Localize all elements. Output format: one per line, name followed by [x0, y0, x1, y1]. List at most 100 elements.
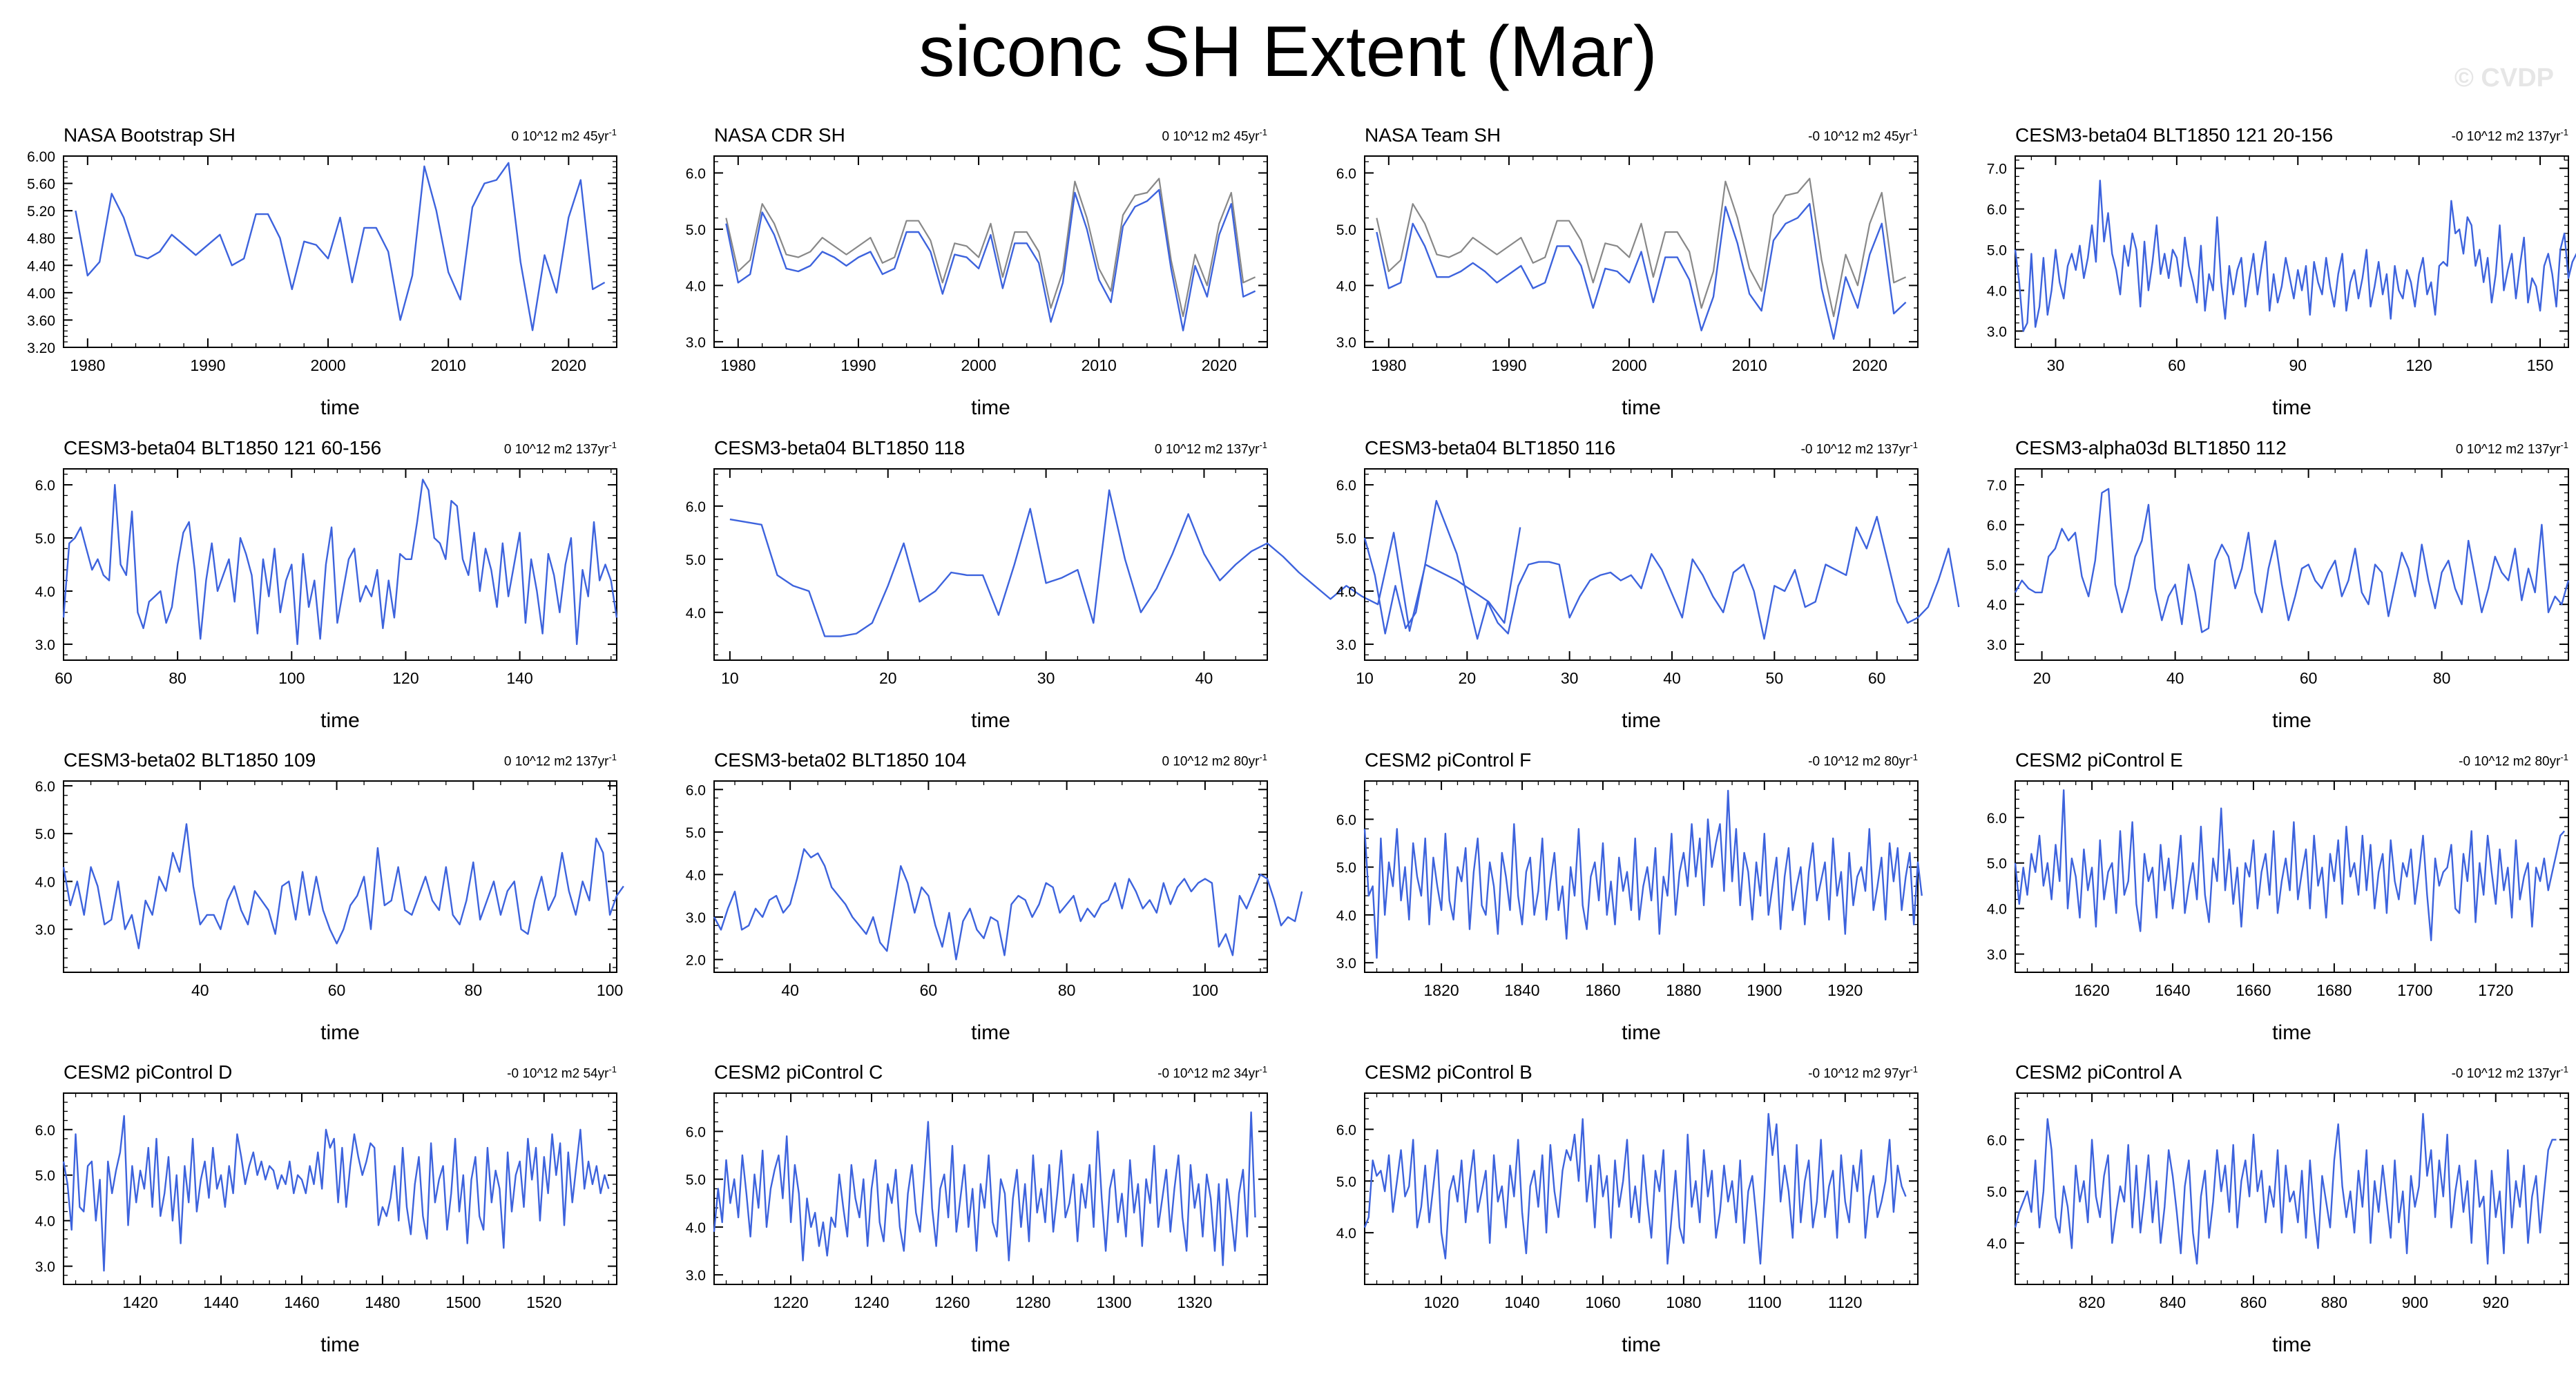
x-tick-label: 40: [191, 981, 209, 999]
y-tick-label: 5.0: [35, 827, 55, 842]
x-tick-label: 2020: [1852, 356, 1887, 374]
x-axis-label: time: [2272, 396, 2311, 419]
x-tick-label: 1320: [1177, 1293, 1212, 1311]
trend-exponent: -1: [608, 127, 617, 137]
line-chart: 20 40 60 80 3.0 4.0 5.0 6.0 7.0: [1987, 468, 2570, 687]
x-tick-label: 1990: [840, 356, 876, 374]
x-tick-label: 1420: [123, 1293, 158, 1311]
x-tick-label: 860: [2240, 1293, 2267, 1311]
plot-frame: [713, 780, 1268, 973]
y-tick-label: 4.00: [27, 286, 55, 302]
y-tick-label: 3.0: [35, 1260, 55, 1275]
plot-frame: [713, 468, 1268, 661]
plot-frame: [63, 468, 617, 661]
x-tick-label: 1980: [720, 356, 756, 374]
y-tick-label: 4.0: [35, 584, 55, 600]
y-tick-label: 4.0: [686, 278, 706, 294]
x-tick-label: 10: [721, 669, 739, 687]
x-tick-label: 1460: [284, 1293, 319, 1311]
watermark: © CVDP: [2454, 64, 2554, 93]
x-tick-label: 1820: [1424, 981, 1459, 999]
y-tick-label: 5.0: [686, 552, 706, 568]
trend-label: 0 10^12 m2 137yr-1: [1154, 440, 1267, 457]
x-tick-label: 1080: [1666, 1293, 1701, 1311]
plot-frame: [63, 155, 617, 348]
chart-panel: CESM2 piControl F -0 10^12 m2 80yr-1 1820 1…: [1301, 748, 1950, 1059]
y-tick-label: 5.0: [1987, 856, 2007, 872]
x-tick-label: 1100: [1747, 1293, 1781, 1311]
x-tick-label: 1880: [1666, 981, 1701, 999]
line-chart: 1980 1990 2000 2010 2020 3.20 3.60 4.00 4.40 4.80…: [27, 149, 617, 374]
x-tick-label: 150: [2527, 356, 2553, 374]
x-tick-label: 1040: [1504, 1293, 1539, 1311]
y-tick-label: 4.0: [1987, 597, 2007, 613]
line-chart: 60 80 100 120 140 3.0 4.0 5.0 6.0: [35, 468, 618, 687]
x-tick-label: 2000: [961, 356, 997, 374]
observation-series-line: [725, 177, 1256, 318]
x-axis-label: time: [2272, 1333, 2311, 1356]
x-tick-label: 1020: [1424, 1293, 1459, 1311]
x-tick-label: 60: [1868, 669, 1886, 687]
x-tick-label: 1260: [934, 1293, 970, 1311]
chart-panel: CESM3-beta04 BLT1850 121 20-156 -0 10^12 …: [1952, 123, 2576, 434]
y-tick-label: 6.0: [1987, 202, 2007, 218]
y-tick-label: 3.0: [1336, 956, 1356, 972]
x-tick-label: 1900: [1747, 981, 1782, 999]
y-tick-label: 6.0: [1336, 1122, 1356, 1138]
trend-label: -0 10^12 m2 137yr-1: [1800, 440, 1918, 457]
x-axis-label: time: [1622, 1333, 1661, 1356]
x-tick-label: 30: [1037, 669, 1055, 687]
trend-label: 0 10^12 m2 137yr-1: [2455, 440, 2568, 457]
x-tick-label: 1860: [1585, 981, 1620, 999]
x-tick-label: 920: [2483, 1293, 2509, 1311]
x-axis-label: time: [320, 709, 360, 732]
panel-title: CESM2 piControl F: [1365, 749, 1532, 771]
x-axis-label: time: [320, 396, 360, 419]
x-tick-label: 1640: [2155, 981, 2190, 999]
y-tick-label: 6.0: [35, 478, 55, 494]
y-tick-label: 5.0: [1336, 860, 1356, 876]
line-chart: 1980 1990 2000 2010 2020 3.0 4.0 5.0 6.0: [1336, 155, 1919, 374]
trend-label: 0 10^12 m2 80yr-1: [1162, 752, 1267, 769]
line-chart: 40 60 80 100 2.0 3.0 4.0 5.0 6.0: [686, 780, 1303, 999]
chart-panel: NASA Bootstrap SH 0 10^12 m2 45yr-1 1980 19…: [0, 123, 649, 434]
series-line: [725, 189, 1256, 331]
trend-label: -0 10^12 m2 80yr-1: [1808, 752, 1918, 769]
x-tick-label: 30: [2047, 356, 2065, 374]
panel-title: NASA CDR SH: [714, 124, 845, 146]
x-tick-label: 1220: [773, 1293, 809, 1311]
y-tick-label: 4.0: [686, 1220, 706, 1236]
y-tick-label: 5.0: [1336, 1174, 1356, 1190]
plot-frame: [713, 155, 1268, 348]
trend-label: -0 10^12 m2 137yr-1: [2451, 1064, 2568, 1081]
x-tick-label: 80: [1058, 981, 1076, 999]
y-tick-label: 6.0: [1987, 1132, 2007, 1148]
trend-exponent: -1: [2560, 127, 2568, 137]
panel-title: CESM3-beta04 BLT1850 118: [714, 437, 965, 459]
x-tick-label: 1500: [445, 1293, 481, 1311]
series-line: [1376, 202, 1907, 340]
x-tick-label: 20: [879, 669, 897, 687]
y-tick-label: 3.0: [35, 637, 55, 653]
trend-exponent: -1: [2560, 440, 2568, 450]
x-tick-label: 1700: [2397, 981, 2432, 999]
panel-title: CESM3-beta04 BLT1850 121 20-156: [2015, 124, 2334, 146]
panel-title: CESM3-beta02 BLT1850 109: [64, 749, 316, 771]
panel-title: CESM2 piControl B: [1365, 1061, 1532, 1083]
x-axis-label: time: [2272, 1021, 2311, 1044]
chart-panel: CESM3-beta02 BLT1850 104 0 10^12 m2 80yr-…: [651, 748, 1303, 1059]
x-axis-label: time: [1622, 396, 1661, 419]
series-line: [2014, 488, 2570, 633]
y-tick-label: 5.0: [686, 222, 706, 238]
plot-frame: [2015, 468, 2569, 661]
x-tick-label: 10: [1356, 669, 1374, 687]
trend-exponent: -1: [608, 1064, 617, 1074]
chart-panel: CESM3-alpha03d BLT1850 112 0 10^12 m2 137…: [1952, 436, 2576, 746]
trend-label: 0 10^12 m2 45yr-1: [1162, 127, 1267, 144]
y-tick-label: 6.0: [686, 499, 706, 515]
plot-frame: [2015, 155, 2569, 348]
chart-panel: CESM2 piControl C -0 10^12 m2 34yr-1 1220 1…: [651, 1060, 1300, 1371]
x-tick-label: 1680: [2316, 981, 2352, 999]
trend-exponent: -1: [1259, 440, 1267, 450]
y-tick-label: 4.0: [686, 867, 706, 883]
